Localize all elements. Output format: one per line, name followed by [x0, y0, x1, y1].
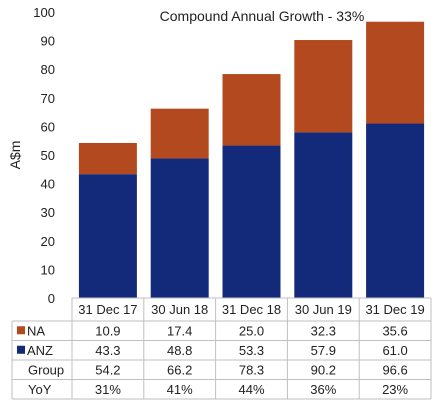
table-cell: 90.2 [311, 362, 336, 377]
bar-na-0 [78, 142, 137, 175]
table-row-label: NA [27, 323, 45, 338]
table-cell: 31% [95, 382, 121, 397]
table-cell: 23% [382, 382, 408, 397]
table-cell: 17.4 [167, 323, 192, 338]
table-cell: 43.3 [95, 343, 120, 358]
bar-na-1 [150, 108, 209, 159]
table-cell: 66.2 [167, 362, 192, 377]
bar-anz-1 [150, 158, 209, 298]
chart-title: Compound Annual Growth - 33% [160, 8, 365, 24]
bar-anz-4 [366, 123, 425, 298]
y-tick-label: 20 [41, 234, 55, 249]
table-cell: 10.9 [95, 323, 120, 338]
category-label: 31 Dec 18 [222, 302, 281, 317]
table-cell: 48.8 [167, 343, 192, 358]
table-cell: 35.6 [382, 323, 407, 338]
table-row-label: ANZ [27, 343, 53, 358]
y-tick-label: 80 [41, 62, 55, 77]
table-cell: 25.0 [239, 323, 264, 338]
y-tick-label: 0 [48, 291, 55, 306]
y-tick-label: 60 [41, 119, 55, 134]
bars-group [78, 21, 425, 298]
category-label: 31 Dec 17 [78, 302, 137, 317]
category-label: 30 Jun 19 [295, 302, 352, 317]
y-tick-label: 40 [41, 177, 55, 192]
y-tick-label: 30 [41, 205, 55, 220]
bar-na-2 [222, 74, 281, 146]
data-table: 31 Dec 17 30 Jun 18 31 Dec 18 30 Jun 19 31 D… [11, 297, 432, 400]
y-axis: 0 10 20 30 40 50 60 70 80 90 100 [33, 5, 55, 306]
bar-anz-0 [78, 174, 137, 298]
y-tick-label: 70 [41, 91, 55, 106]
table-cell: 54.2 [95, 362, 120, 377]
y-axis-label: A$m [7, 141, 23, 170]
table-cell: 96.6 [382, 362, 407, 377]
y-tick-label: 50 [41, 148, 55, 163]
table-row-label: YoY [28, 382, 52, 397]
table-cell: 44% [238, 382, 264, 397]
legend-swatch-anz [17, 345, 25, 354]
bar-anz-2 [222, 145, 281, 298]
bar-na-4 [366, 21, 425, 124]
table-cell: 78.3 [239, 362, 264, 377]
y-tick-label: 10 [41, 262, 55, 277]
table-cell: 41% [167, 382, 193, 397]
bar-na-3 [294, 40, 353, 133]
y-tick-label: 100 [33, 5, 55, 20]
table-cell: 36% [310, 382, 336, 397]
bar-anz-3 [294, 132, 353, 298]
table-cell: 57.9 [311, 343, 336, 358]
table-row-label: Group [28, 362, 64, 377]
category-label: 30 Jun 18 [151, 302, 208, 317]
table-cell: 53.3 [239, 343, 264, 358]
table-cell: 32.3 [311, 323, 336, 338]
category-label: 31 Dec 19 [365, 302, 424, 317]
y-tick-label: 90 [41, 34, 55, 49]
legend-swatch-na [17, 326, 25, 335]
table-cell: 61.0 [382, 343, 407, 358]
